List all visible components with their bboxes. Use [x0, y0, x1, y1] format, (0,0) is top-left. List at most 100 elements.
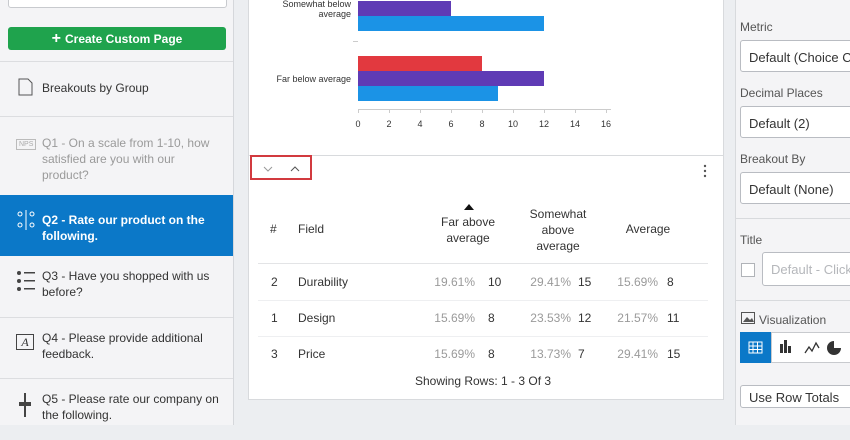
title-input[interactable]: Default - Click: [762, 252, 850, 286]
bar: [358, 1, 451, 16]
cell-percent: 15.69%: [608, 275, 658, 289]
column-header: Field: [298, 222, 324, 236]
x-tick: [420, 109, 421, 113]
cell-percent: 15.69%: [425, 347, 475, 361]
column-header[interactable]: Average: [618, 222, 678, 236]
table-view-button[interactable]: [740, 332, 771, 363]
search-box[interactable]: [8, 0, 227, 8]
totals-select[interactable]: Use Row Totals: [740, 385, 850, 408]
bar: [358, 71, 544, 86]
create-button[interactable]: +Create Custom Page: [8, 27, 226, 50]
row-number: 2: [271, 275, 278, 289]
category-tick: [353, 41, 358, 42]
x-tick: [482, 109, 483, 113]
item-label: Q3 - Have you shopped with us before?: [42, 268, 222, 300]
collapse-controls[interactable]: [262, 164, 302, 174]
matrix-icon: [16, 209, 36, 231]
field-label: Breakout By: [740, 152, 805, 166]
cell-count: 8: [488, 347, 495, 361]
item-label: Q4 - Please provide additional feedback.: [42, 330, 222, 362]
x-tick-label: 4: [410, 119, 430, 129]
row-rule: [258, 300, 708, 301]
x-tick-label: 12: [534, 119, 554, 129]
x-tick-label: 6: [441, 119, 461, 129]
field-label: Visualization: [759, 313, 826, 327]
cell-percent: 21.57%: [608, 311, 658, 325]
row-number: 3: [271, 347, 278, 361]
more-menu[interactable]: [702, 164, 708, 178]
divider: [736, 218, 850, 219]
x-tick: [358, 109, 359, 113]
cell-percent: 29.41%: [608, 347, 658, 361]
x-tick-label: 16: [596, 119, 616, 129]
cell-count: 11: [667, 311, 679, 325]
category-label: Somewhat below average: [251, 0, 351, 19]
nav-item[interactable]: Q5 - Please rate our company on the foll…: [0, 378, 233, 440]
item-label: Breakouts by Group: [42, 80, 222, 96]
cell-count: 10: [488, 275, 501, 289]
x-tick-label: 0: [348, 119, 368, 129]
row-field: Price: [298, 347, 325, 361]
image-icon: [741, 312, 755, 324]
cell-percent: 29.41%: [521, 275, 571, 289]
sidebar: +Create Custom Page Breakouts by Group N…: [0, 0, 234, 425]
nps-icon: NPS: [16, 139, 36, 150]
header-rule: [258, 263, 708, 264]
divider: [736, 300, 850, 301]
x-tick: [606, 109, 607, 113]
page-icon: [18, 78, 34, 96]
x-axis: [358, 109, 611, 110]
nav-item[interactable]: Q3 - Have you shopped with us before?: [0, 256, 233, 317]
chart-type-buttons[interactable]: [771, 332, 850, 363]
breakout-select[interactable]: Default (None): [740, 172, 850, 204]
row-number: 1: [271, 311, 278, 325]
cell-count: 8: [667, 275, 674, 289]
nav-item[interactable]: Breakouts by Group: [0, 61, 233, 117]
button-label: Create Custom Page: [65, 32, 182, 46]
x-tick: [513, 109, 514, 113]
x-tick: [544, 109, 545, 113]
cell-percent: 23.53%: [521, 311, 571, 325]
x-tick-label: 2: [379, 119, 399, 129]
field-label: Decimal Places: [740, 86, 823, 100]
bar: [358, 86, 498, 101]
x-tick-label: 14: [565, 119, 585, 129]
x-tick: [575, 109, 576, 113]
field-label: Metric: [740, 20, 773, 34]
decimal-select[interactable]: Default (2): [740, 106, 850, 138]
x-tick-label: 8: [472, 119, 492, 129]
sort-arrow[interactable]: [464, 204, 474, 210]
metric-select[interactable]: Default (Choice C: [740, 40, 850, 72]
field-label: Title: [740, 233, 762, 247]
row-field: Design: [298, 311, 335, 325]
row-field: Durability: [298, 275, 348, 289]
bar: [358, 16, 544, 31]
cell-count: 15: [667, 347, 680, 361]
slider-icon: [18, 393, 32, 417]
cell-count: 12: [578, 311, 591, 325]
item-label: Q5 - Please rate our company on the foll…: [42, 391, 222, 423]
x-tick: [389, 109, 390, 113]
x-tick-label: 10: [503, 119, 523, 129]
nav-item[interactable]: A Q4 - Please provide additional feedbac…: [0, 317, 233, 379]
title-checkbox[interactable]: [741, 263, 755, 277]
cell-count: 7: [578, 347, 585, 361]
column-header: #: [270, 222, 277, 236]
column-header[interactable]: Somewhat above average: [523, 206, 593, 254]
x-tick: [451, 109, 452, 113]
cell-count: 8: [488, 311, 495, 325]
cell-percent: 13.73%: [521, 347, 571, 361]
item-label: Q1 - On a scale from 1-10, how satisfied…: [42, 135, 222, 183]
text-icon: A: [16, 334, 34, 350]
cell-count: 15: [578, 275, 591, 289]
settings-panel: Metric Default (Choice C Decimal Places …: [735, 0, 850, 425]
nav-item[interactable]: Q2 - Rate our product on the following.: [0, 195, 233, 256]
list-icon: [16, 270, 36, 292]
row-rule: [258, 336, 708, 337]
column-header[interactable]: Far above average: [433, 214, 503, 246]
bar: [358, 56, 482, 71]
table-footer: Showing Rows: 1 - 3 Of 3: [383, 374, 583, 388]
nav-item[interactable]: NPS Q1 - On a scale from 1-10, how satis…: [0, 116, 233, 196]
page: +Create Custom Page Breakouts by Group N…: [0, 0, 850, 425]
